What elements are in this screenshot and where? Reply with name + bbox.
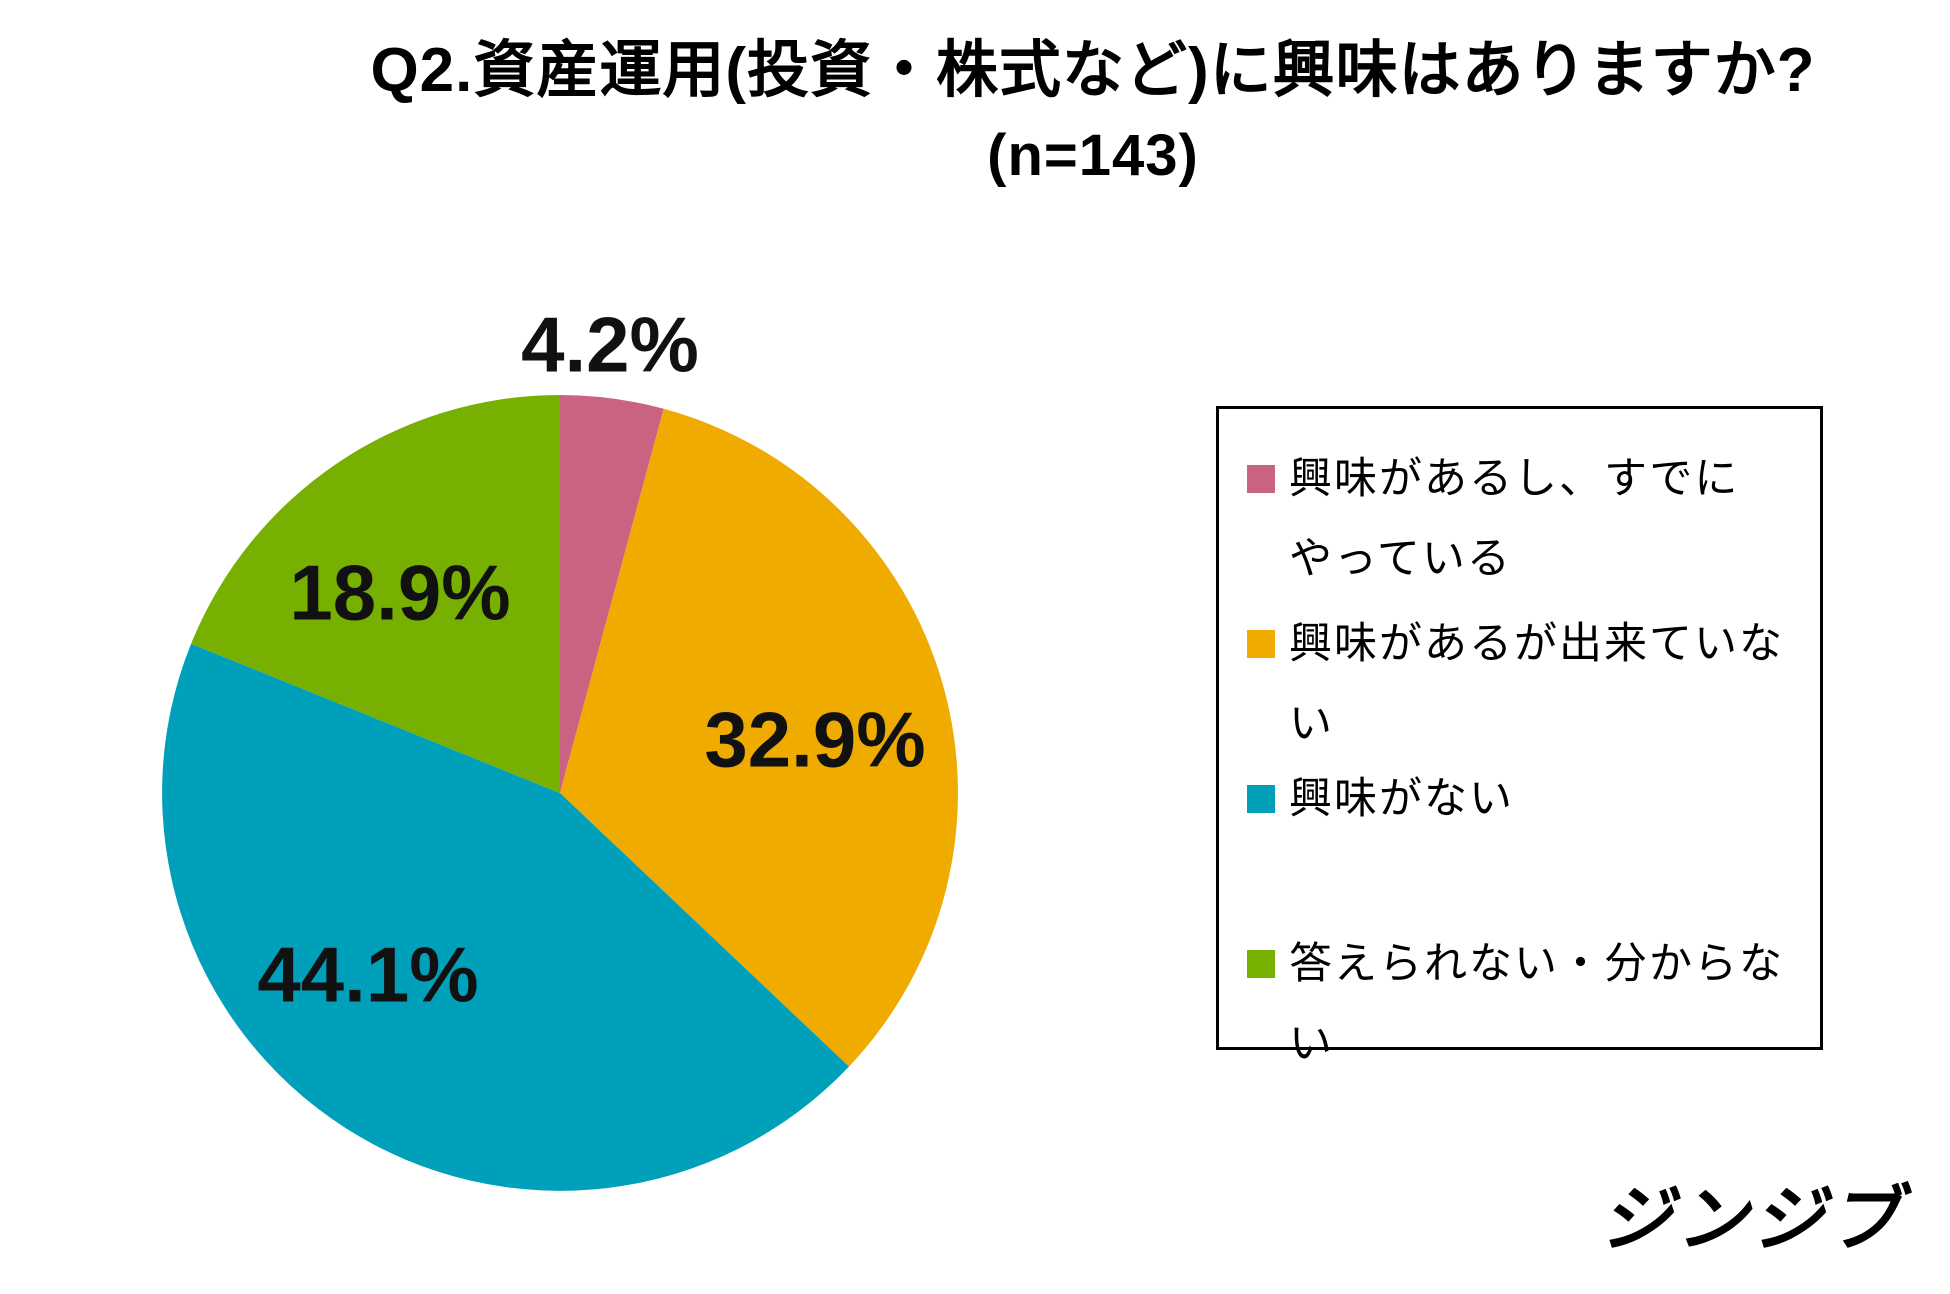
- slice-label-3: 18.9%: [289, 548, 511, 637]
- pie-slice-1: [560, 408, 958, 1067]
- brand-logo: ジンジブ: [1599, 1180, 1904, 1260]
- legend-label: 興味がない: [1289, 775, 1514, 823]
- pie-slice-3: [191, 395, 560, 793]
- chart-title: Q2.資産運用(投資・株式など)に興味はありますか?: [370, 36, 1816, 105]
- legend-swatch-icon: [1247, 785, 1275, 813]
- legend-item-3: 答えられない・分からない: [1247, 924, 1800, 1084]
- sample-size-label: (n=143): [987, 123, 1199, 189]
- slice-label-0: 4.2%: [521, 300, 699, 389]
- slice-label-2: 44.1%: [257, 930, 479, 1019]
- legend-item-0: 興味があるし、すでに やっている: [1247, 439, 1800, 604]
- legend-label: 興味があるし、すでに やっている: [1289, 455, 1740, 583]
- legend-label: 答えられない・分からない: [1289, 940, 1784, 1068]
- legend-label: 興味があるが出来ていない: [1289, 620, 1784, 748]
- chart-header: Q2.資産運用(投資・株式など)に興味はありますか? (n=143): [0, 34, 1950, 189]
- legend-swatch-icon: [1247, 950, 1275, 978]
- pie-slice-0: [560, 395, 664, 793]
- slice-label-1: 32.9%: [704, 695, 926, 784]
- legend: 興味があるし、すでに やっている 興味があるが出来ていない興味がない答えられない・分…: [1216, 406, 1823, 1068]
- legend-swatch-icon: [1247, 630, 1275, 658]
- pie-slice-2: [162, 643, 849, 1191]
- pie-chart: [162, 395, 958, 1191]
- legend-item-2: 興味がない: [1247, 759, 1800, 924]
- legend-swatch-icon: [1247, 465, 1275, 493]
- legend-item-1: 興味があるが出来ていない: [1247, 604, 1800, 759]
